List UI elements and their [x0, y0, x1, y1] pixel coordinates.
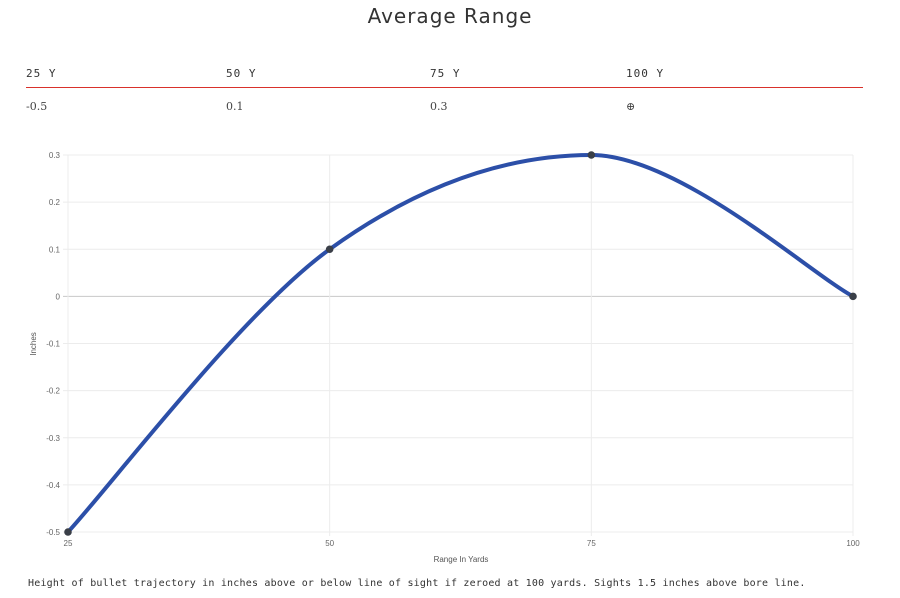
x-tick-label: 25	[64, 539, 73, 548]
y-tick-label: 0	[56, 292, 61, 301]
y-tick-label: -0.5	[46, 528, 60, 537]
chart-title: Average Range	[367, 4, 533, 28]
y-tick-label: -0.1	[46, 340, 60, 349]
chart-series	[64, 151, 857, 536]
series-line	[66, 152, 855, 534]
x-tick-label: 100	[846, 539, 860, 548]
range-value-75: 0.3	[430, 100, 448, 113]
x-tick-label: 50	[325, 539, 334, 548]
y-tick-label: 0.3	[49, 151, 61, 160]
x-axis-title: Range In Yards	[434, 555, 489, 564]
data-point	[849, 292, 857, 301]
range-table-values: -0.5 0.1 0.3 ⊕	[26, 88, 863, 115]
range-value-50: 0.1	[226, 100, 244, 113]
trajectory-chart: 0.3 0.2 0.1 0 -0.1 -0.2 -0.3 -0.4 -0.5 25 50 75 100…	[29, 151, 861, 564]
range-header-100: 100 Y	[626, 67, 665, 80]
y-tick-label: 0.2	[49, 198, 61, 207]
data-point	[325, 245, 334, 254]
y-tick-label: -0.4	[46, 481, 60, 490]
y-tick-label: -0.3	[46, 434, 60, 443]
range-table-header: 25 Y 50 Y 75 Y 100 Y	[26, 60, 863, 88]
range-value-25: -0.5	[26, 100, 48, 113]
y-tick-label: 0.1	[49, 245, 61, 254]
range-header-75: 75 Y	[430, 67, 461, 80]
y-axis-ticks: 0.3 0.2 0.1 0 -0.1 -0.2 -0.3 -0.4 -0.5	[46, 151, 60, 537]
crosshair-icon: ⊕	[626, 100, 636, 113]
range-table: 25 Y 50 Y 75 Y 100 Y -0.5 0.1 0.3 ⊕	[26, 60, 863, 115]
y-axis-title: Inches	[29, 332, 38, 356]
data-point	[587, 151, 596, 159]
x-axis-ticks: 25 50 75 100	[64, 539, 861, 548]
y-tick-label: -0.2	[46, 387, 60, 396]
range-header-50: 50 Y	[226, 67, 257, 80]
chart-grid	[63, 154, 854, 536]
data-point	[64, 528, 72, 536]
footnote: Height of bullet trajectory in inches ab…	[28, 578, 806, 589]
range-header-25: 25 Y	[26, 67, 57, 80]
x-tick-label: 75	[587, 539, 596, 548]
